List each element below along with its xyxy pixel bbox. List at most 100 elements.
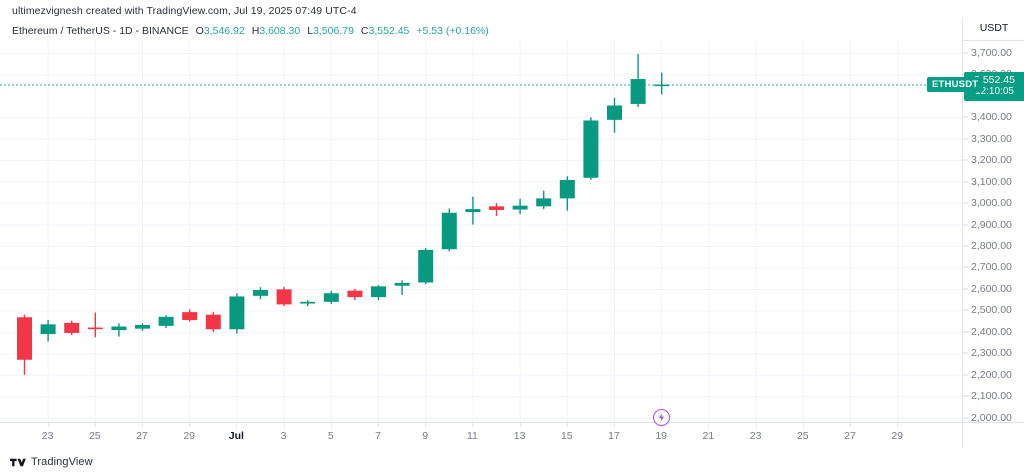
time-axis-label: 23 bbox=[41, 430, 54, 442]
price-axis-tick bbox=[963, 159, 968, 161]
price-axis-label: 3,200.00 bbox=[971, 154, 1012, 167]
candlestick bbox=[276, 286, 292, 307]
legend-open-value: 3,546.92 bbox=[203, 25, 245, 37]
time-axis-label: 23 bbox=[749, 430, 762, 442]
price-axis-separator bbox=[963, 40, 1024, 41]
price-axis-unit: USDT bbox=[979, 22, 1009, 34]
time-axis[interactable]: 23 25 27 29 Jul 3 5 7 9 11 13 15 17 19 21 23 25 27 29 bbox=[0, 422, 962, 448]
time-axis-tick bbox=[330, 423, 332, 427]
candle-body bbox=[418, 249, 434, 283]
candle-body bbox=[441, 212, 457, 250]
time-axis-label: 29 bbox=[891, 430, 904, 442]
time-axis-tick bbox=[94, 423, 96, 427]
price-axis-label: 3,700.00 bbox=[971, 46, 1012, 59]
candle-body bbox=[536, 198, 552, 207]
candlestick bbox=[512, 198, 528, 215]
current-price-time: 12:10:05 bbox=[975, 85, 1014, 97]
legend-exchange: BINANCE bbox=[141, 25, 189, 37]
legend-interval[interactable]: 1D bbox=[119, 25, 133, 37]
candle-body bbox=[182, 312, 198, 321]
lightning-bolt-icon[interactable] bbox=[652, 409, 670, 426]
candle-body bbox=[347, 290, 363, 298]
tradingview-footer-logo[interactable]: TradingView bbox=[10, 456, 93, 468]
time-axis-label: 27 bbox=[844, 430, 856, 442]
axis-corner bbox=[962, 422, 1024, 448]
candle-body bbox=[489, 206, 504, 210]
candle-body bbox=[465, 209, 481, 213]
attribution-text: ultimezvignesh created with TradingView.… bbox=[12, 5, 357, 17]
price-axis-tick bbox=[963, 309, 968, 311]
candle-body bbox=[87, 327, 103, 330]
time-axis-label: Jul bbox=[228, 430, 244, 442]
chart-legend[interactable]: Ethereum / TetherUS - 1D - BINANCE O3,546… bbox=[12, 25, 489, 37]
legend-symbol[interactable]: Ethereum / TetherUS bbox=[12, 25, 110, 37]
candlestick bbox=[607, 97, 622, 133]
price-axis-label: 3,100.00 bbox=[971, 175, 1012, 188]
candlestick bbox=[323, 290, 339, 304]
candle-body bbox=[583, 120, 599, 178]
candle-body bbox=[17, 317, 32, 360]
price-axis-tick bbox=[963, 224, 968, 226]
price-axis-tick bbox=[963, 331, 968, 333]
time-axis-tick bbox=[519, 423, 521, 427]
time-axis-tick bbox=[189, 423, 191, 427]
price-axis-tick bbox=[963, 52, 968, 54]
price-axis-label: 2,000.00 bbox=[971, 411, 1012, 424]
time-axis-tick bbox=[378, 423, 379, 427]
price-axis-label: 2,400.00 bbox=[971, 325, 1012, 338]
candlestick bbox=[87, 312, 103, 338]
candlestick bbox=[371, 285, 386, 301]
price-axis-label: 3,400.00 bbox=[971, 111, 1012, 124]
candlestick bbox=[536, 190, 552, 210]
symbol-price-tag: ETHUSDT bbox=[927, 76, 984, 92]
candle-body bbox=[512, 205, 528, 210]
candlestick bbox=[441, 208, 457, 252]
time-axis-label: 5 bbox=[327, 430, 334, 442]
candle-body bbox=[253, 290, 268, 296]
time-axis-tick bbox=[425, 423, 427, 427]
candle-body bbox=[276, 289, 292, 305]
candlestick bbox=[394, 280, 410, 295]
time-axis-label: 17 bbox=[608, 430, 620, 442]
candlestick bbox=[40, 320, 56, 342]
tradingview-logo-icon bbox=[10, 458, 26, 466]
candlestick bbox=[253, 287, 268, 300]
time-axis-tick bbox=[850, 423, 851, 427]
time-axis-tick bbox=[708, 423, 710, 427]
candlestick bbox=[418, 248, 434, 285]
tradingview-wordmark: TradingView bbox=[31, 456, 93, 468]
candlestick bbox=[64, 320, 80, 336]
price-axis-label: 2,100.00 bbox=[971, 390, 1012, 403]
time-axis-label: 15 bbox=[560, 430, 573, 442]
candlestick bbox=[182, 309, 198, 322]
time-axis-label: 13 bbox=[513, 430, 526, 442]
time-axis-label: 7 bbox=[375, 430, 381, 442]
candlestick bbox=[347, 288, 363, 301]
time-axis-tick bbox=[566, 423, 568, 427]
price-axis-tick bbox=[963, 288, 968, 290]
chart-plot-area[interactable] bbox=[0, 40, 962, 422]
time-axis-label: 3 bbox=[280, 430, 287, 442]
price-axis-tick bbox=[963, 395, 968, 397]
candle-body bbox=[111, 326, 127, 331]
candle-body bbox=[229, 296, 245, 330]
time-axis-tick bbox=[614, 423, 615, 427]
candlestick bbox=[583, 117, 599, 180]
candlestick bbox=[465, 196, 481, 225]
candle-body bbox=[300, 301, 316, 304]
price-axis-tick bbox=[963, 245, 968, 247]
time-axis-tick bbox=[897, 423, 899, 427]
candlestick bbox=[17, 314, 32, 375]
candlestick bbox=[300, 300, 316, 307]
legend-high-value: 3,608.30 bbox=[259, 25, 301, 37]
candle-body bbox=[559, 179, 575, 199]
time-axis-tick bbox=[236, 423, 238, 427]
legend-open-label: O bbox=[195, 25, 204, 37]
candlestick bbox=[205, 312, 221, 332]
price-axis-tick bbox=[963, 374, 968, 376]
candle-body bbox=[607, 105, 622, 120]
candle-body bbox=[158, 316, 174, 326]
time-axis-label: 25 bbox=[796, 430, 809, 442]
candlestick bbox=[489, 203, 504, 216]
